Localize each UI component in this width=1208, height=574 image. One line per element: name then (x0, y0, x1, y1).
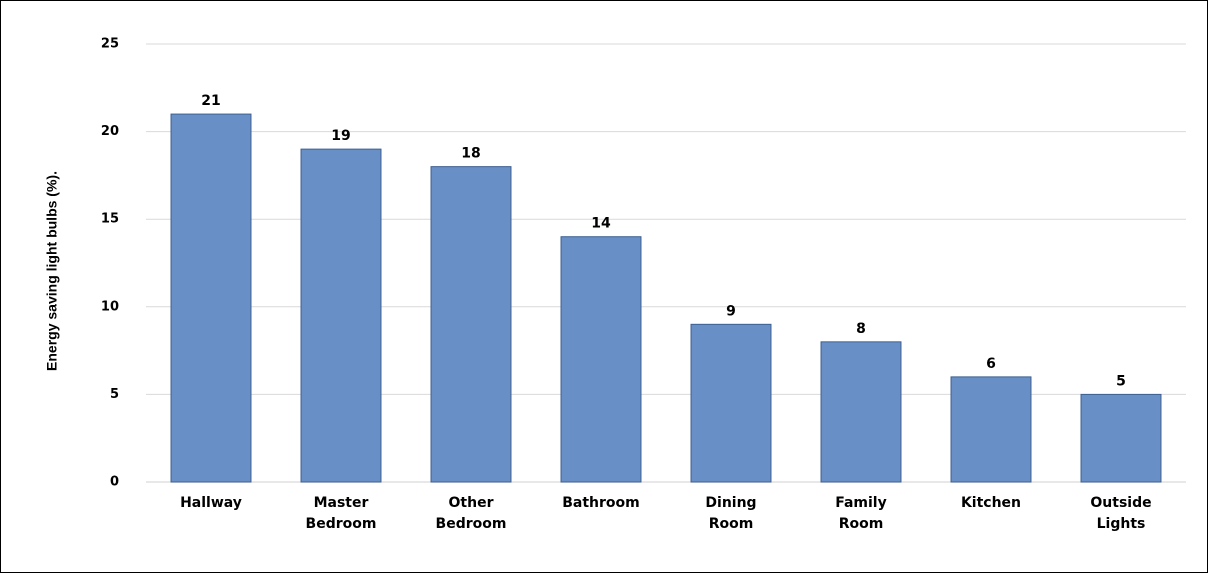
data-label: 21 (201, 93, 220, 109)
data-label: 8 (856, 321, 866, 337)
category-label: Master Bedroom (306, 495, 377, 532)
data-label: 18 (461, 146, 480, 162)
y-axis-title: Energy saving light bulbs (%). (44, 171, 60, 371)
data-label: 19 (331, 128, 350, 144)
bar (820, 341, 902, 483)
bar (690, 323, 772, 483)
category-label: Hallway (180, 495, 242, 511)
category-label: Outside Lights (1090, 495, 1151, 532)
category-labels: Hallway Master Bedroom Other Bedroom Bathroom… (180, 495, 1152, 532)
data-label: 14 (591, 216, 611, 232)
bar (560, 236, 642, 483)
bar (950, 376, 1032, 483)
y-tick-label: 25 (101, 37, 119, 52)
y-tick-label: 15 (101, 212, 119, 227)
bar (170, 113, 252, 483)
bar (300, 148, 382, 483)
data-label: 9 (726, 303, 736, 319)
bars (170, 113, 1162, 483)
data-label: 5 (1116, 373, 1126, 389)
category-label: Bathroom (562, 495, 640, 511)
category-label: Dining Room (705, 495, 756, 532)
data-labels: 21 19 18 14 9 8 6 5 (201, 93, 1126, 389)
data-label: 6 (986, 356, 996, 372)
y-tick-label: 0 (110, 475, 119, 490)
y-tick-labels: 0 5 10 15 20 25 (101, 37, 119, 490)
category-label: Kitchen (961, 495, 1021, 511)
bar (1080, 393, 1162, 483)
y-tick-label: 5 (110, 387, 119, 402)
y-tick-label: 10 (101, 299, 119, 314)
category-label: Family Room (835, 495, 887, 532)
category-label: Other Bedroom (436, 495, 507, 532)
bar (430, 166, 512, 483)
y-tick-label: 20 (101, 124, 119, 139)
